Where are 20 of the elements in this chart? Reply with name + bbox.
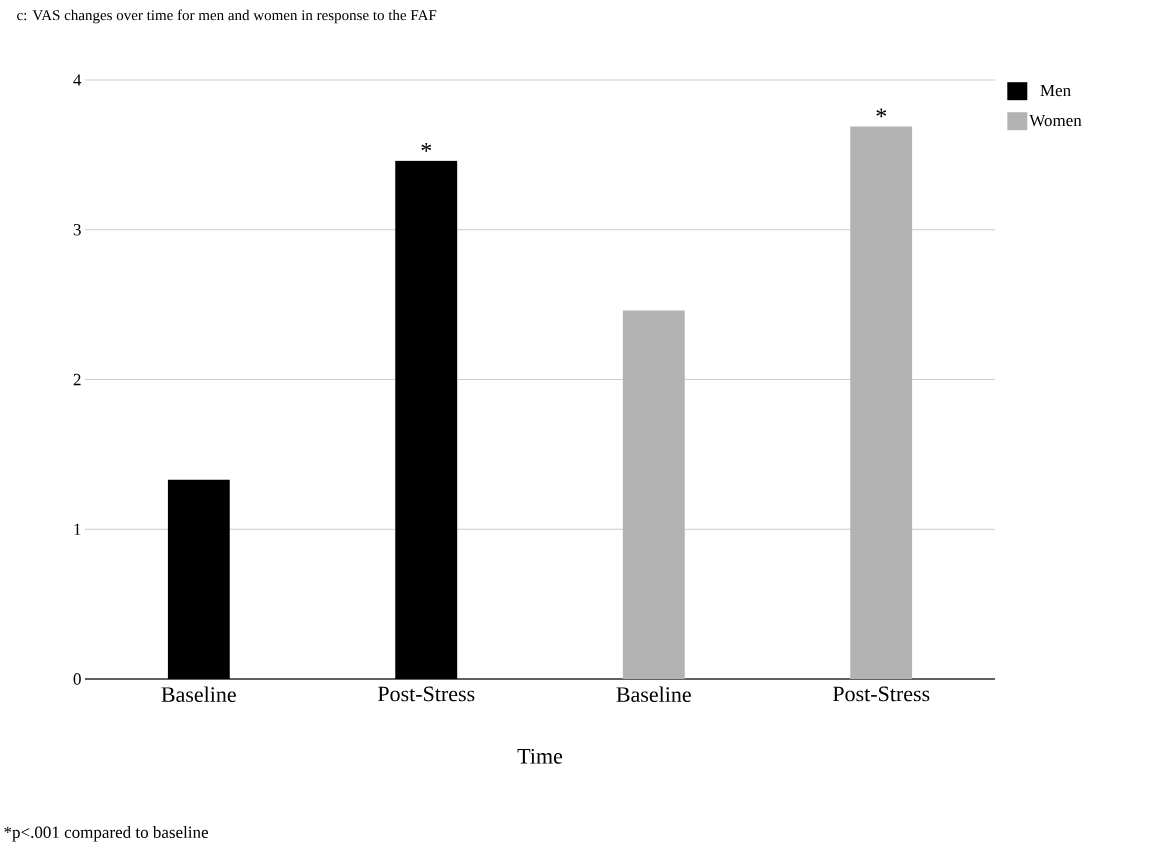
bar — [850, 126, 913, 679]
y-tick-label: 4 — [73, 74, 82, 86]
x-tick-label: Post-Stress — [832, 686, 930, 702]
data-label: * — [876, 108, 887, 118]
chart-title: c: VAS changes over time for men and women in response to the FAF — [17, 9, 437, 24]
x-axis-title: Time — [517, 748, 563, 764]
bar — [167, 479, 230, 679]
data-label: * — [421, 142, 432, 152]
legend-label: Women — [1029, 114, 1082, 127]
y-tick-label: 1 — [74, 523, 81, 535]
x-tick-label: Baseline — [161, 686, 236, 703]
legend-label: Men — [1040, 84, 1071, 97]
x-tick-label: Post-Stress — [377, 686, 475, 702]
bar — [395, 160, 458, 679]
y-tick-label: 2 — [73, 373, 81, 386]
y-tick-label: 0 — [73, 673, 81, 685]
y-tick-label: 3 — [73, 224, 81, 236]
text: *p<.001 compared to baseline — [4, 826, 208, 842]
x-tick-label: Baseline — [616, 686, 691, 703]
bar — [622, 310, 685, 679]
